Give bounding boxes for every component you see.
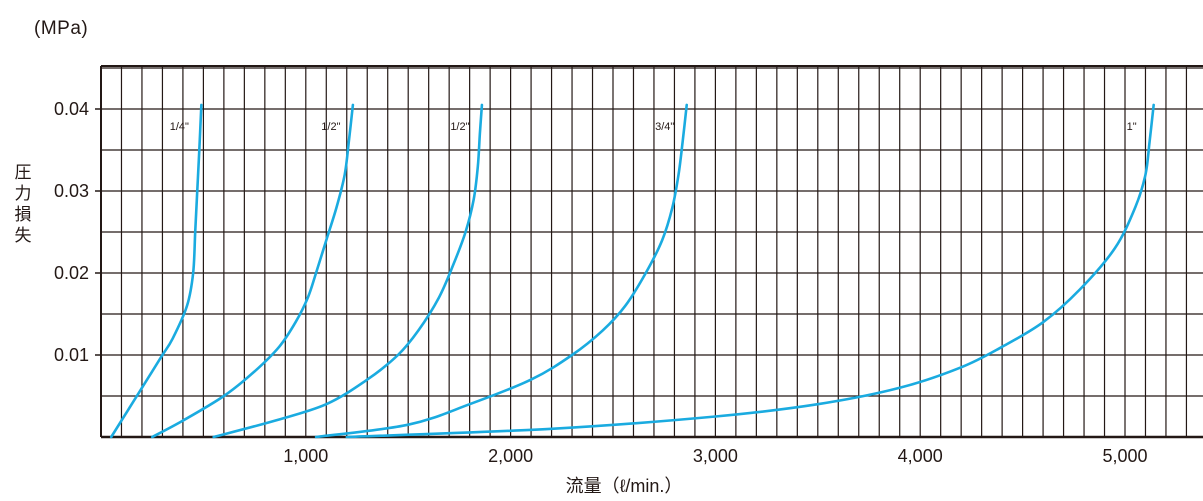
series-label-4: 3/4" xyxy=(655,121,674,133)
series-line-4 xyxy=(314,103,689,439)
x-tick-label: 5,000 xyxy=(1102,446,1147,466)
y-tick-label: 0.04 xyxy=(54,99,89,119)
y-unit-label: (MPa) xyxy=(34,18,89,39)
series-label-2: 1/2" xyxy=(321,121,340,133)
series-label-1: 1/4" xyxy=(170,121,189,133)
series-line-3 xyxy=(212,103,484,439)
y-tick-label: 0.01 xyxy=(54,345,89,365)
series-line-1 xyxy=(109,103,203,439)
y-tick-label: 0.02 xyxy=(54,263,89,283)
x-tick-label: 3,000 xyxy=(693,446,738,466)
x-tick-label: 1,000 xyxy=(283,446,328,466)
y-axis-label: 圧力損失 xyxy=(14,163,32,245)
series-label-3: 1/2" xyxy=(450,121,469,133)
x-axis-label: 流量（ℓ/min.） xyxy=(565,476,683,496)
series-label-5: 1" xyxy=(1127,121,1137,133)
x-tick-label: 2,000 xyxy=(488,446,533,466)
series-line-2 xyxy=(150,103,355,439)
series-line-5 xyxy=(345,103,1155,439)
y-tick-label: 0.03 xyxy=(54,181,89,201)
x-tick-label: 4,000 xyxy=(898,446,943,466)
